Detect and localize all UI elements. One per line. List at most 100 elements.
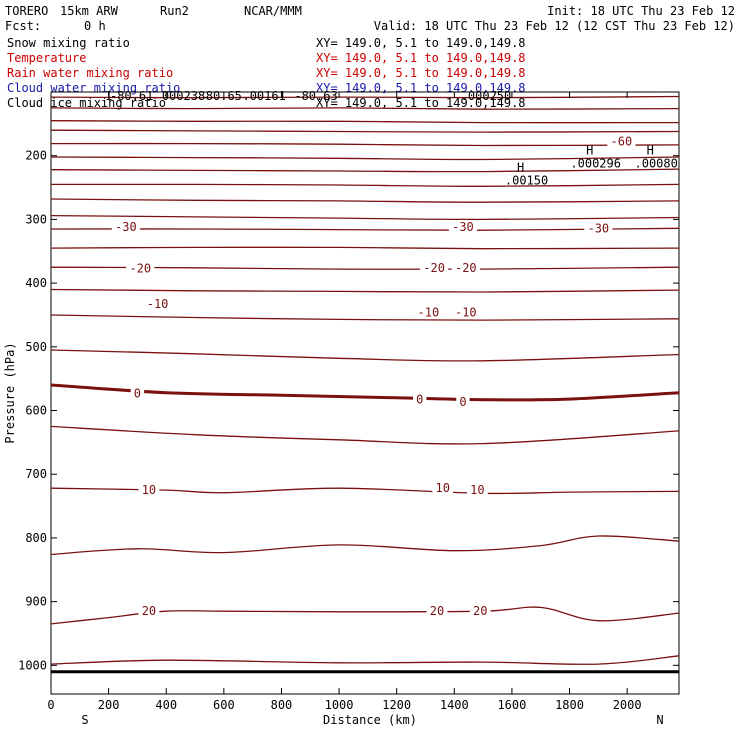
- model-title: TORERO: [5, 4, 48, 18]
- field-xy-rain: XY= 149.0, 5.1 to 149.0,149.8: [316, 66, 526, 80]
- x-tick-label-6: 1200: [382, 698, 411, 712]
- contour-label-3: -30: [587, 221, 609, 235]
- x-tick-label-8: 1600: [497, 698, 526, 712]
- resolution-label: 15km ARW: [60, 4, 119, 18]
- contour-label-bg-0: [607, 134, 636, 148]
- isotherm-line-16: [50, 383, 680, 402]
- isotherm-line-19: [50, 535, 680, 556]
- contour-label-9: -10: [455, 305, 477, 319]
- field-xy-temperature: XY= 149.0, 5.1 to 149.0,149.8: [316, 51, 526, 65]
- high-marker-0: H: [517, 161, 524, 175]
- header: TORERO 15km ARW Run2 NCAR/MMM Init: 18 U…: [5, 4, 735, 33]
- contour-label-14: 10: [436, 481, 450, 495]
- contour-label-bg-12: [456, 395, 470, 409]
- isotherm-line-3: [50, 129, 680, 133]
- contour-label-6: -20: [455, 261, 477, 275]
- isotherm-line-5: [50, 156, 680, 161]
- high-value-0: .00150: [505, 174, 548, 188]
- high-marker-1: H: [586, 143, 593, 157]
- contour-label-bg-14: [432, 481, 454, 495]
- isotherm-line-21: [50, 655, 680, 665]
- fcst-value: 0 h: [84, 19, 106, 33]
- isotherm-line-2: [50, 120, 680, 124]
- y-tick-label-0: 200: [25, 149, 47, 163]
- y-tick-label-1: 300: [25, 212, 47, 226]
- contour-label-bg-13: [138, 483, 160, 497]
- isotherm-line-9: [50, 214, 680, 221]
- isotherm-line-6: [50, 168, 680, 173]
- contour-label-bg-17: [426, 604, 448, 618]
- contour-label-5: -20: [423, 261, 445, 275]
- field-name-temperature: Temperature: [7, 51, 86, 65]
- x-tick-label-10: 2000: [613, 698, 642, 712]
- contour-label-bg-1: [111, 220, 140, 234]
- contour-label-bg-5: [420, 260, 449, 274]
- isotherm-line-7: [50, 183, 680, 187]
- contour-label-bg-10: [130, 386, 145, 400]
- isotherm-line-8: [50, 198, 680, 203]
- field-xy-cloud-ice: XY= 149.0, 5.1 to 149.0,149.8: [316, 96, 526, 110]
- contour-label-bg-3: [584, 221, 613, 235]
- contour-label-15: 10: [470, 483, 484, 497]
- isotherm-line-18: [50, 487, 680, 495]
- y-tick-label-7: 900: [25, 595, 47, 609]
- org-label: NCAR/MMM: [244, 4, 302, 18]
- high-value-1: .000296: [570, 156, 621, 170]
- x-axis-end-left: S: [81, 713, 88, 727]
- high-value-2: .00080: [635, 156, 678, 170]
- fcst-label: Fcst:: [5, 19, 41, 33]
- isotherm-line-15: [50, 349, 680, 362]
- contour-label-16: 20: [142, 604, 156, 618]
- isotherm-line-11: [50, 246, 680, 250]
- y-tick-label-2: 400: [25, 276, 47, 290]
- x-tick-label-2: 400: [155, 698, 177, 712]
- isotherm-line-14: [50, 314, 680, 321]
- x-tick-label-1: 200: [98, 698, 120, 712]
- top-clutter-4: .00161: [242, 89, 285, 103]
- contour-label-18: 20: [473, 604, 487, 618]
- contour-label-13: 10: [142, 483, 156, 497]
- y-tick-label-5: 700: [25, 467, 47, 481]
- field-xy-snow: XY= 149.0, 5.1 to 149.0,149.8: [316, 36, 526, 50]
- top-clutter-5: -80.63: [294, 89, 337, 103]
- init-time: Init: 18 UTC Thu 23 Feb 12: [547, 4, 735, 18]
- x-tick-label-9: 1800: [555, 698, 584, 712]
- isotherm-line-13: [50, 288, 680, 293]
- contour-label-bg-11: [413, 392, 427, 406]
- contour-label-4: -20: [129, 261, 151, 275]
- run-label: Run2: [160, 4, 189, 18]
- contour-label-bg-8: [414, 305, 443, 319]
- x-axis: 0 200 400 600 800 1000 1200 1400 1600 1800 2000: [47, 92, 642, 712]
- y-axis-title: Pressure (hPa): [3, 342, 17, 443]
- x-tick-label-7: 1400: [440, 698, 469, 712]
- y-tick-label-6: 800: [25, 531, 47, 545]
- x-axis-title: Distance (km): [323, 713, 417, 727]
- isotherm-labels: -60 -30 -30 -30 -20 -20 -20 -10 -10 -10 0 0 0 10 10 10 2…: [111, 134, 636, 618]
- isotherm-line-10: [50, 227, 680, 231]
- contour-label-10: 0: [134, 386, 141, 400]
- contour-label-bg-18: [469, 604, 491, 618]
- top-clutter-1: -80.61: [110, 89, 153, 103]
- contour-label-bg-7: [143, 297, 172, 311]
- contour-label-bg-15: [466, 483, 488, 497]
- field-name-snow: Snow mixing ratio: [7, 36, 130, 50]
- contour-label-bg-16: [138, 604, 160, 618]
- isotherm-line-17: [50, 425, 680, 445]
- valid-time: Valid: 18 UTC Thu 23 Feb 12 (12 CST Thu …: [374, 19, 735, 33]
- top-clutter-2: 000238: [162, 89, 205, 103]
- isotherm-line-1: [50, 107, 680, 110]
- isotherm-line-20: [50, 606, 680, 625]
- contour-label-12: 0: [459, 395, 466, 409]
- x-tick-label-5: 1000: [325, 698, 354, 712]
- field-name-cloud-ice: Cloud ice mixing ratio: [7, 96, 166, 110]
- y-tick-label-4: 600: [25, 404, 47, 418]
- x-tick-label-4: 800: [271, 698, 293, 712]
- x-tick-label-3: 600: [213, 698, 235, 712]
- contour-label-8: -10: [418, 305, 440, 319]
- contour-label-2: -30: [452, 220, 474, 234]
- contour-label-11: 0: [416, 393, 423, 407]
